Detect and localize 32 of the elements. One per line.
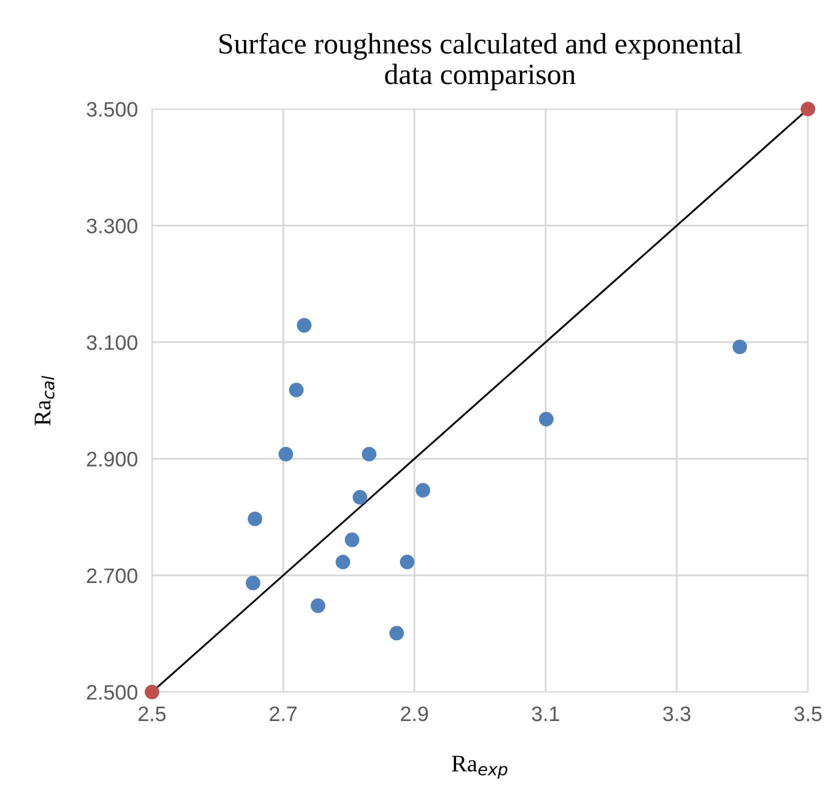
point — [246, 576, 260, 590]
x-axis-title: Ra$_{exp}$ — [452, 756, 508, 779]
chart-title: Surface roughness calculated and exponental data comparison — [220, 32, 742, 90]
y-tick-label: 3.300 — [86, 218, 138, 234]
x-tick-label: 2.5 — [138, 706, 166, 722]
point — [310, 598, 326, 613]
point — [389, 626, 404, 640]
point — [278, 446, 294, 462]
point — [538, 412, 554, 426]
point — [352, 490, 368, 505]
point — [800, 102, 816, 116]
x-tick-label: 3.5 — [794, 706, 822, 722]
point — [296, 318, 312, 333]
x-tick-label: 3.3 — [663, 706, 690, 722]
x-tick-label: 3.1 — [532, 706, 560, 722]
point — [732, 340, 748, 354]
x-tick-label: 2.9 — [400, 706, 428, 722]
y-tick-label: 2.500 — [87, 685, 138, 700]
y-tick-label: 2.900 — [87, 452, 138, 467]
y-axis-title: Ra$_{cal}$ — [34, 376, 54, 426]
point — [344, 532, 360, 548]
y-tick-label: 3.100 — [86, 335, 138, 350]
point — [289, 382, 304, 398]
y-tick-label: 3.500 — [86, 102, 138, 117]
point — [416, 483, 430, 498]
point — [336, 554, 350, 570]
point — [248, 512, 262, 526]
point — [362, 446, 376, 462]
point — [400, 554, 414, 570]
y-tick-label: 2.700 — [87, 568, 138, 584]
x-tick-label: 2.7 — [270, 706, 297, 721]
point — [144, 684, 160, 700]
